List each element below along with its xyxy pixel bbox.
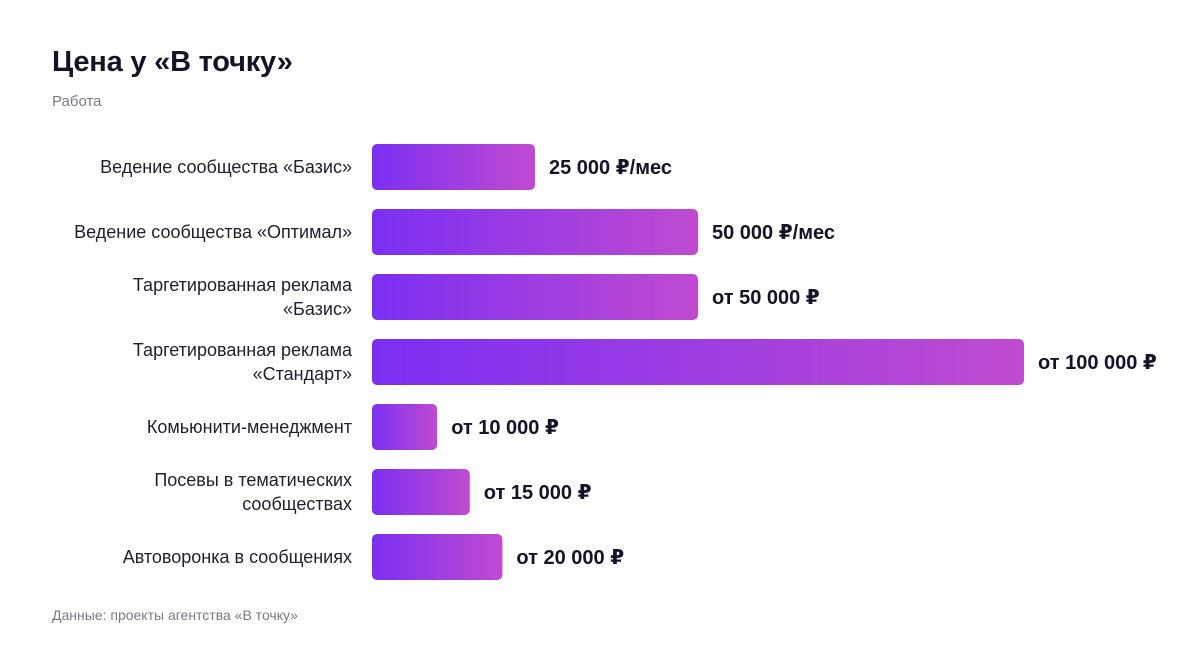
bar-3: [372, 274, 698, 320]
bar-6: [372, 469, 470, 515]
value-label-3: от 50 000 ₽: [712, 287, 820, 309]
value-label-7: от 20 000 ₽: [516, 547, 624, 569]
value-label-6: от 15 000 ₽: [484, 482, 592, 504]
value-label-4: от 100 000 ₽: [1038, 352, 1157, 374]
category-label-2: Ведение сообщества «Оптимал»: [74, 222, 352, 242]
value-label-1: 25 000 ₽/мес: [549, 157, 672, 179]
category-label-5: Комьюнити-менеджмент: [147, 417, 352, 437]
bars-layer: Ведение сообщества «Базис» 25 000 ₽/мес Ве…: [74, 144, 1157, 580]
category-label-4: Таргетированная реклама «Стандарт»: [133, 340, 353, 384]
bar-7: [372, 534, 503, 580]
chart-subtitle: Работа: [52, 93, 102, 110]
category-label-3: Таргетированная реклама «Базис»: [133, 275, 353, 319]
value-label-2: 50 000 ₽/мес: [712, 222, 835, 244]
category-label-1: Ведение сообщества «Базис»: [100, 157, 352, 177]
bar-5: [372, 404, 438, 450]
category-label-7: Автоворонка в сообщениях: [123, 547, 352, 567]
bar-1: [372, 144, 535, 190]
bar-4: [372, 339, 1024, 385]
value-label-5: от 10 000 ₽: [451, 417, 559, 439]
bar-2: [372, 209, 698, 255]
data-source-note: Данные: проекты агентства «В точку»: [52, 607, 298, 623]
category-label-6: Посевы в тематических сообществах: [154, 470, 352, 514]
chart-title: Цена у «В точку»: [52, 46, 293, 78]
